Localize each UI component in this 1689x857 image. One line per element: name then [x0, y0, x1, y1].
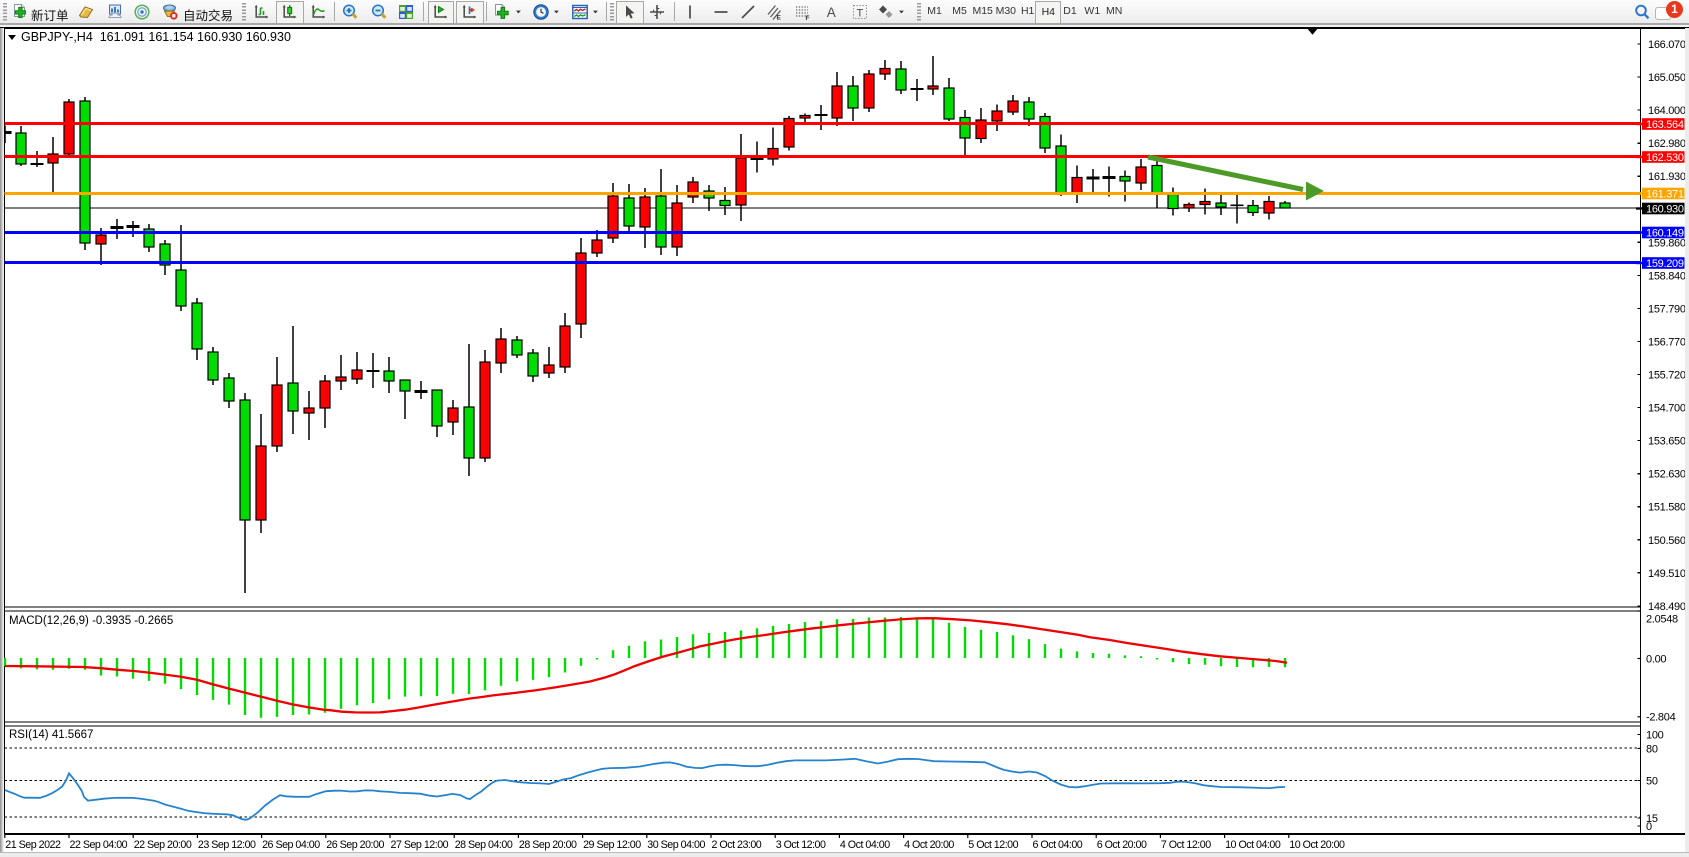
svg-text:2 Oct 23:00: 2 Oct 23:00: [712, 839, 762, 851]
svg-text:A: A: [826, 5, 835, 20]
svg-text:0.00: 0.00: [1646, 654, 1666, 666]
svg-text:162.980: 162.980: [1648, 138, 1686, 150]
svg-text:15: 15: [1646, 813, 1658, 825]
svg-text:159.860: 159.860: [1648, 237, 1686, 249]
svg-text:3 Oct 12:00: 3 Oct 12:00: [776, 839, 826, 851]
svg-text:161.371: 161.371: [1646, 189, 1684, 201]
svg-text:100: 100: [1646, 730, 1664, 742]
svg-text:29 Sep 12:00: 29 Sep 12:00: [583, 839, 641, 851]
svg-text:RSI(14) 41.5667: RSI(14) 41.5667: [9, 729, 93, 741]
svg-text:154.700: 154.700: [1648, 403, 1686, 415]
svg-text:156.770: 156.770: [1648, 336, 1686, 348]
svg-text:165.050: 165.050: [1648, 72, 1686, 84]
svg-text:164.000: 164.000: [1648, 105, 1686, 117]
svg-text:22 Sep 04:00: 22 Sep 04:00: [70, 839, 128, 851]
svg-text:159.209: 159.209: [1646, 258, 1684, 270]
svg-text:150.560: 150.560: [1648, 535, 1686, 547]
svg-text:10 Oct 04:00: 10 Oct 04:00: [1225, 839, 1281, 851]
svg-text:26 Sep 04:00: 26 Sep 04:00: [262, 839, 320, 851]
svg-text:26 Sep 20:00: 26 Sep 20:00: [326, 839, 384, 851]
svg-text:MACD(12,26,9) -0.3935 -0.2665: MACD(12,26,9) -0.3935 -0.2665: [9, 615, 173, 627]
svg-text:21 Sep 2022: 21 Sep 2022: [5, 839, 61, 851]
svg-text:GBPJPY-,H4 161.091 161.154 16: GBPJPY-,H4 161.091 161.154 160.930 160.9…: [21, 30, 291, 44]
svg-text:28 Sep 04:00: 28 Sep 04:00: [455, 839, 513, 851]
svg-text:148.490: 148.490: [1648, 601, 1686, 613]
svg-text:4 Oct 04:00: 4 Oct 04:00: [840, 839, 890, 851]
svg-text:160.149: 160.149: [1646, 228, 1684, 240]
svg-text:6 Oct 04:00: 6 Oct 04:00: [1033, 839, 1083, 851]
svg-text:160.930: 160.930: [1646, 204, 1684, 216]
svg-text:22 Sep 20:00: 22 Sep 20:00: [134, 839, 192, 851]
svg-text:6 Oct 20:00: 6 Oct 20:00: [1097, 839, 1147, 851]
svg-text:T: T: [857, 8, 864, 20]
svg-text:5 Oct 12:00: 5 Oct 12:00: [968, 839, 1018, 851]
svg-text:158.840: 158.840: [1648, 270, 1686, 282]
svg-text:E: E: [777, 15, 782, 21]
svg-text:7 Oct 12:00: 7 Oct 12:00: [1161, 839, 1211, 851]
svg-text:153.650: 153.650: [1648, 436, 1686, 448]
svg-text:27 Sep 12:00: 27 Sep 12:00: [391, 839, 449, 851]
svg-text:0: 0: [1646, 821, 1652, 833]
svg-text:149.510: 149.510: [1648, 568, 1686, 580]
svg-text:162.530: 162.530: [1646, 152, 1684, 164]
svg-text:2.0548: 2.0548: [1646, 614, 1678, 626]
svg-text:10 Oct 20:00: 10 Oct 20:00: [1289, 839, 1345, 851]
svg-text:23 Sep 12:00: 23 Sep 12:00: [198, 839, 256, 851]
svg-text:4 Oct 20:00: 4 Oct 20:00: [904, 839, 954, 851]
svg-text:F: F: [806, 15, 810, 20]
svg-text:166.070: 166.070: [1648, 39, 1686, 51]
svg-text:28 Sep 20:00: 28 Sep 20:00: [519, 839, 577, 851]
svg-text:50: 50: [1646, 776, 1658, 788]
svg-text:155.720: 155.720: [1648, 370, 1686, 382]
svg-text:161.930: 161.930: [1648, 171, 1686, 183]
svg-text:157.790: 157.790: [1648, 303, 1686, 315]
svg-text:80: 80: [1646, 744, 1658, 756]
svg-text:152.630: 152.630: [1648, 469, 1686, 481]
svg-text:151.580: 151.580: [1648, 502, 1686, 514]
svg-text:163.564: 163.564: [1646, 119, 1684, 131]
svg-text:-2.804: -2.804: [1646, 712, 1676, 724]
svg-text:30 Sep 04:00: 30 Sep 04:00: [647, 839, 705, 851]
